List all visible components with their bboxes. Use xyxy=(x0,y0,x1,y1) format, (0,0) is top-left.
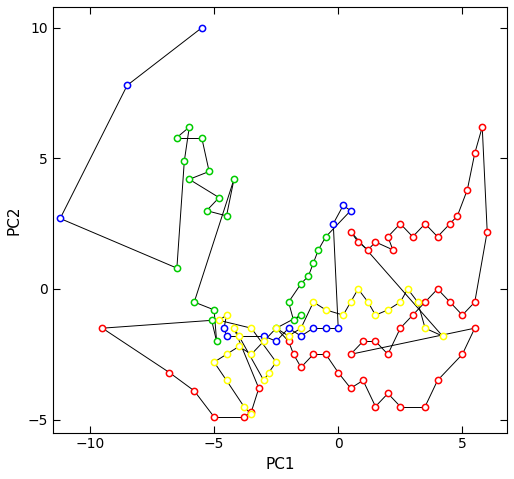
Y-axis label: PC2: PC2 xyxy=(7,205,22,235)
X-axis label: PC1: PC1 xyxy=(265,457,295,472)
